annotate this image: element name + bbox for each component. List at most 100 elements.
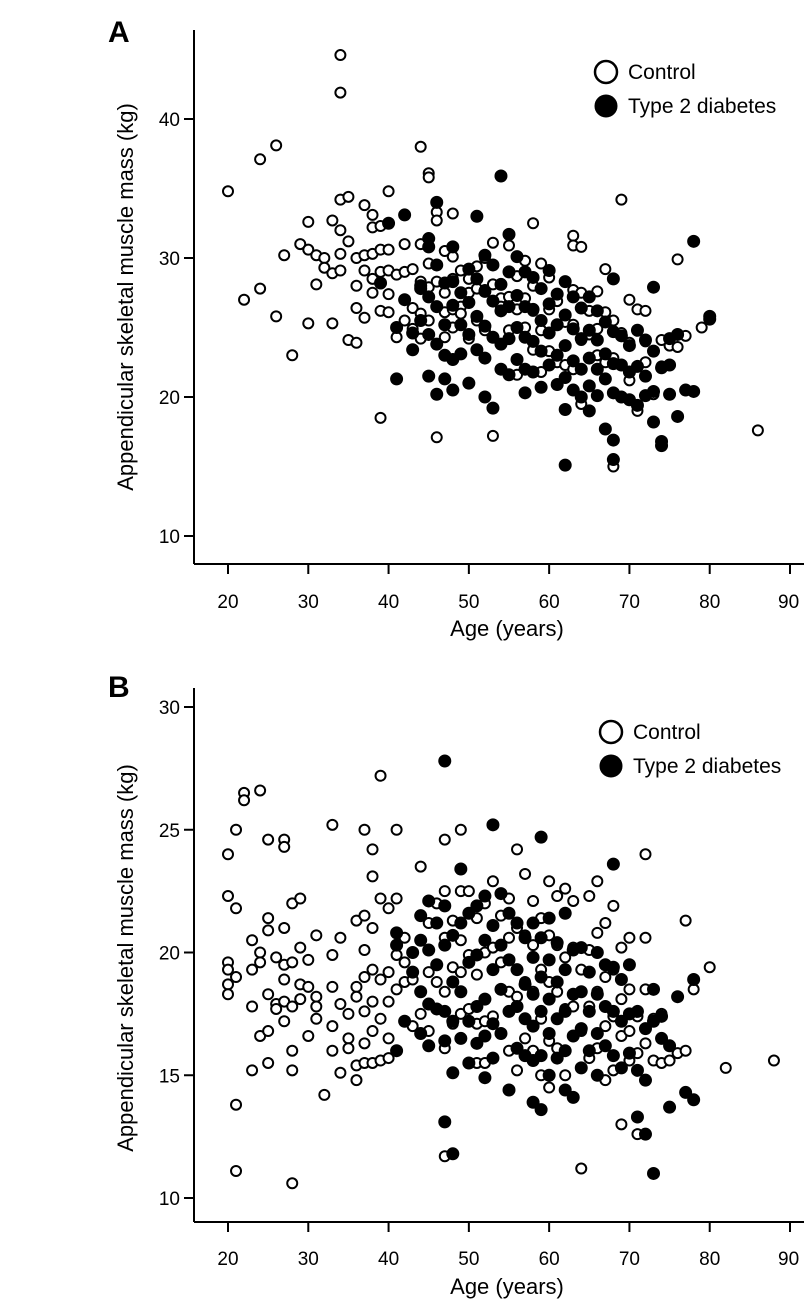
point-type-2-diabetes [671,409,685,423]
point-type-2-diabetes [687,1093,701,1107]
point-control [366,963,379,976]
point-control [414,1007,427,1020]
point-type-2-diabetes [558,458,572,472]
point-type-2-diabetes [510,289,524,303]
point-type-2-diabetes [494,982,508,996]
point-type-2-diabetes [470,1036,484,1050]
point-control [623,293,636,306]
legend-label-type-2-diabetes: Type 2 diabetes [633,755,781,778]
point-type-2-diabetes [542,297,556,311]
point-type-2-diabetes [526,365,540,379]
point-control [615,1118,628,1131]
point-control [615,941,628,954]
point-type-2-diabetes [438,318,452,332]
point-control [342,1032,355,1045]
point-control [382,243,395,256]
point-control [358,944,371,957]
point-control [414,860,427,873]
point-control [302,1029,315,1042]
point-type-2-diabetes [630,1063,644,1077]
point-control [615,993,628,1006]
point-type-2-diabetes [614,973,628,987]
point-type-2-diabetes [647,384,661,398]
x-tick-label: 40 [378,1249,399,1270]
point-type-2-diabetes [518,1012,532,1026]
point-control [262,1025,275,1038]
point-control [430,975,443,988]
point-control [230,971,243,984]
point-type-2-diabetes [590,304,604,318]
point-type-2-diabetes [663,387,677,401]
point-type-2-diabetes [590,333,604,347]
point-type-2-diabetes [550,318,564,332]
point-type-2-diabetes [510,321,524,334]
point-control [679,914,692,927]
point-type-2-diabetes [486,963,500,977]
point-type-2-diabetes [414,314,428,328]
point-type-2-diabetes [582,379,596,393]
point-control [382,306,395,319]
point-type-2-diabetes [446,1014,460,1028]
point-type-2-diabetes [422,943,436,957]
point-control [318,261,331,274]
point-control [567,894,580,907]
point-type-2-diabetes [526,334,540,348]
point-control [535,257,548,270]
point-control [350,990,363,1003]
point-type-2-diabetes [502,953,516,967]
point-type-2-diabetes [470,272,484,286]
point-control [222,890,234,903]
point-control [511,843,524,856]
point-type-2-diabetes [679,1085,693,1099]
point-control [222,963,234,976]
point-type-2-diabetes [550,1012,564,1026]
point-control [334,931,347,944]
point-control [438,885,451,898]
point-control [334,264,347,277]
point-control [294,238,307,251]
point-type-2-diabetes [390,372,404,386]
point-type-2-diabetes [558,1044,572,1058]
y-tick-label: 25 [159,821,180,842]
point-type-2-diabetes [526,1095,540,1109]
point-type-2-diabetes [606,857,620,871]
point-control [543,1081,556,1094]
point-type-2-diabetes [542,1068,556,1082]
point-type-2-diabetes [558,403,572,417]
point-type-2-diabetes [655,1009,669,1023]
point-control [623,1025,636,1038]
point-type-2-diabetes [647,344,661,358]
point-type-2-diabetes [687,973,701,987]
point-type-2-diabetes [478,992,492,1006]
point-type-2-diabetes [558,339,572,353]
point-control [294,892,307,905]
point-control [326,1020,339,1033]
point-control [438,331,451,344]
point-control [246,1064,259,1077]
point-type-2-diabetes [590,1068,604,1082]
point-type-2-diabetes [574,1061,588,1075]
point-type-2-diabetes [462,327,476,341]
x-tick-label: 20 [217,1249,238,1270]
point-type-2-diabetes [590,362,604,376]
point-type-2-diabetes [502,906,516,920]
point-control [527,939,540,952]
point-control [334,1066,347,1079]
point-type-2-diabetes [655,1031,669,1045]
point-control [599,971,612,984]
point-control [246,963,259,976]
point-control [591,875,604,888]
point-type-2-diabetes [478,1071,492,1085]
point-control [358,1037,371,1050]
point-control [270,1002,283,1015]
point-control [326,317,339,330]
point-type-2-diabetes [446,275,460,289]
point-type-2-diabetes [566,322,580,336]
x-axis-title: Age (years) [450,616,564,641]
point-type-2-diabetes [550,975,564,989]
series-type-2-diabetes [374,169,717,472]
point-control [262,833,275,846]
point-type-2-diabetes [590,1027,604,1041]
point-control [318,1088,331,1101]
